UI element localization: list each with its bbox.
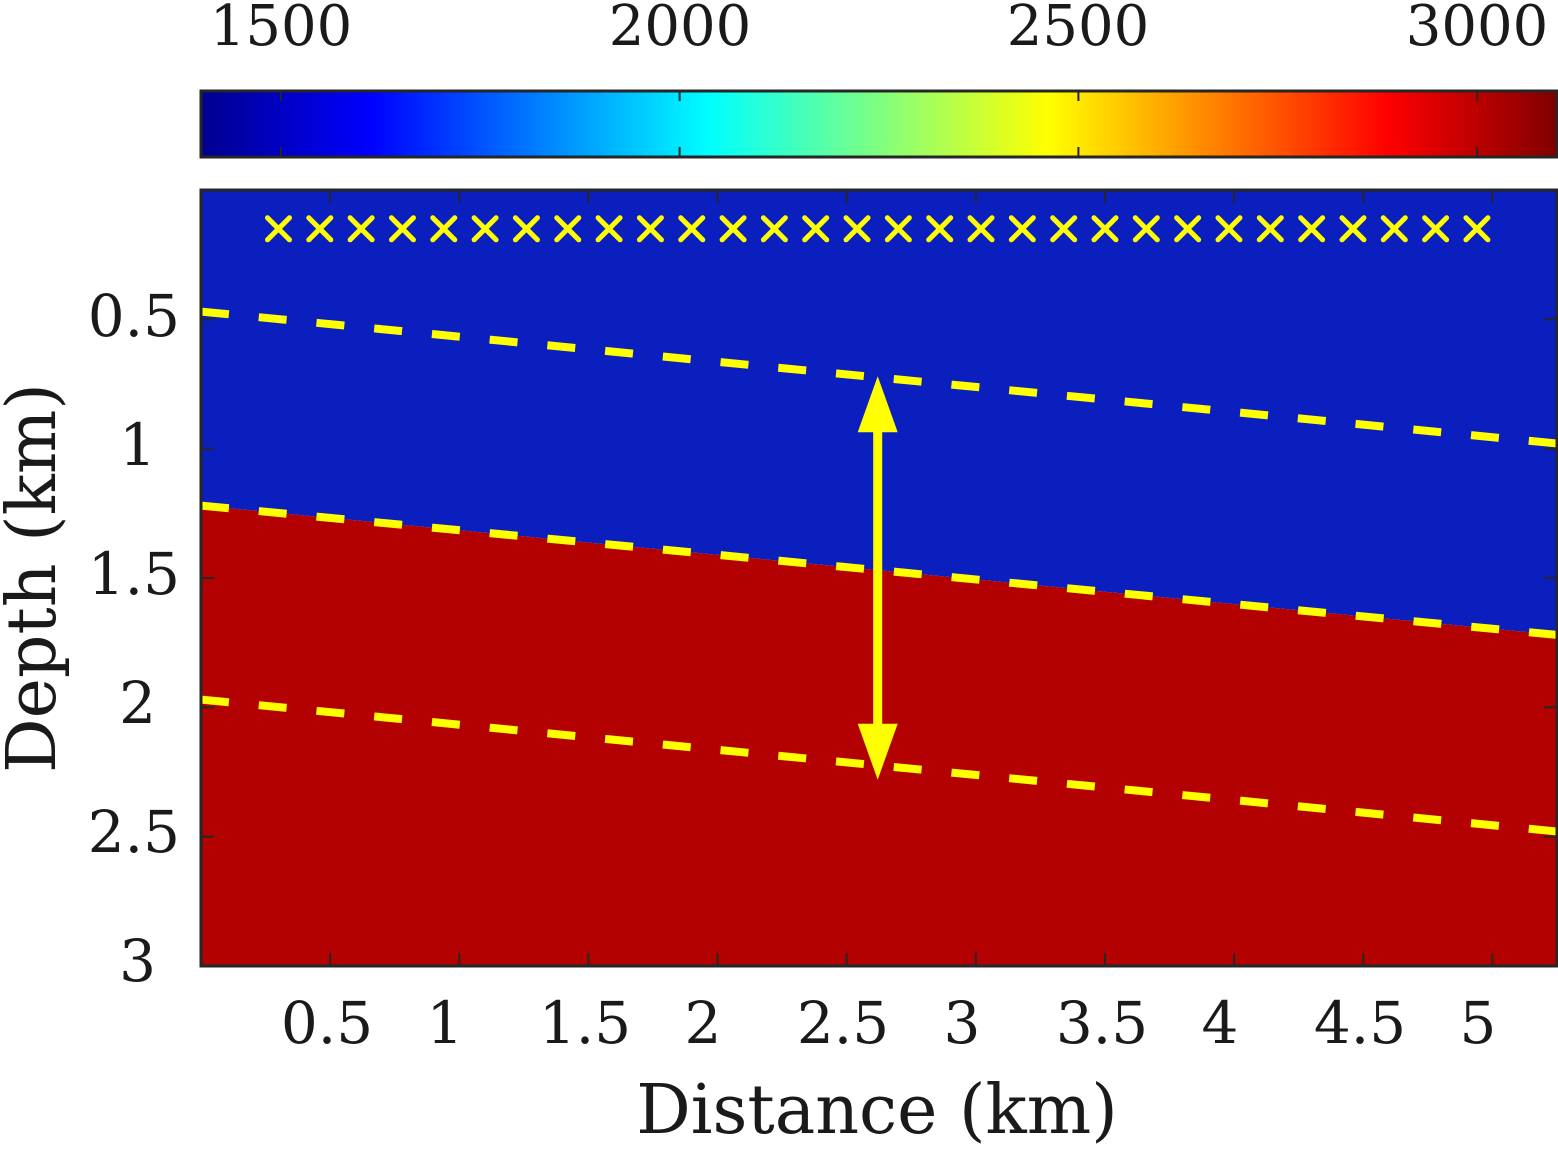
- receiver-marker: [760, 215, 788, 243]
- receiver-stroke: [595, 215, 623, 243]
- receiver-marker: [802, 215, 830, 243]
- receiver-marker: [926, 215, 954, 243]
- x-axis-title: Distance (km): [636, 1071, 1118, 1150]
- double-arrow: [857, 376, 898, 780]
- receiver-marker: [264, 215, 292, 243]
- receiver-stroke: [264, 215, 292, 243]
- receiver-marker: [554, 215, 582, 243]
- colorbar: 1500 2000 2500 3000: [199, 0, 1558, 159]
- receiver-stroke: [636, 215, 664, 243]
- y-tick-label: 1: [119, 411, 156, 479]
- receiver-marker: [512, 215, 540, 243]
- receiver-stroke: [967, 215, 995, 243]
- colorbar-tick-label: 2000: [609, 0, 752, 59]
- x-tick-label: 1.5: [539, 989, 631, 1057]
- receiver-stroke: [1256, 215, 1284, 243]
- receiver-marker: [636, 215, 664, 243]
- colorbar-tick-label: 1500: [210, 0, 353, 59]
- receiver-marker: [1339, 215, 1367, 243]
- receiver-stroke: [719, 215, 747, 243]
- receiver-stroke: [1008, 215, 1036, 243]
- receiver-marker: [1256, 215, 1284, 243]
- receiver-stroke: [1050, 215, 1078, 243]
- receiver-stroke: [554, 215, 582, 243]
- x-tick-label: 3.5: [1056, 989, 1148, 1057]
- receiver-stroke: [1298, 215, 1326, 243]
- receiver-marker: [967, 215, 995, 243]
- arrow-head-top: [857, 376, 898, 433]
- x-tick-label: 1: [427, 989, 464, 1057]
- receiver-marker: [843, 215, 871, 243]
- receiver-marker: [1008, 215, 1036, 243]
- receiver-marker: [1091, 215, 1119, 243]
- receiver-marker: [1380, 215, 1408, 243]
- y-tick-label: 3: [119, 927, 156, 995]
- y-axis-title: Depth (km): [0, 383, 72, 773]
- receiver-marker: [347, 215, 375, 243]
- receiver-marker: [1298, 215, 1326, 243]
- y-tick-labels: 0.5 1 1.5 2 2.5 3: [88, 282, 180, 995]
- x-tick-label: 3: [944, 989, 981, 1057]
- plot-area: [201, 190, 1557, 966]
- receiver-stroke: [884, 215, 912, 243]
- receiver-stroke: [1339, 215, 1367, 243]
- receiver-marker: [1132, 215, 1160, 243]
- axis-ticks: [201, 190, 1557, 967]
- receiver-stroke: [1091, 215, 1119, 243]
- receiver-marker: [678, 215, 706, 243]
- receiver-stroke: [512, 215, 540, 243]
- receiver-stroke: [306, 215, 334, 243]
- receiver-marker: [884, 215, 912, 243]
- receiver-stroke: [1380, 215, 1408, 243]
- y-tick-label: 0.5: [88, 282, 180, 350]
- y-tick-label: 2: [119, 669, 156, 737]
- x-tick-label: 4.5: [1314, 989, 1406, 1057]
- receiver-stroke: [760, 215, 788, 243]
- receiver-stroke: [926, 215, 954, 243]
- x-tick-label: 2.5: [797, 989, 889, 1057]
- receiver-stroke: [1463, 215, 1491, 243]
- colorbar-tick-label: 2500: [1007, 0, 1150, 59]
- receiver-stroke: [1174, 215, 1202, 243]
- receiver-stroke: [1215, 215, 1243, 243]
- receiver-marker: [1174, 215, 1202, 243]
- colorbar-ticks: [279, 91, 1479, 157]
- x-tick-label: 4: [1202, 989, 1239, 1057]
- colorbar-tick-label: 3000: [1406, 0, 1549, 59]
- x-tick-label: 5: [1460, 989, 1497, 1057]
- y-tick-label: 2.5: [88, 798, 180, 866]
- x-tick-labels: 0.5 1 1.5 2 2.5 3 3.5 4 4.5 5: [281, 989, 1497, 1057]
- receiver-marker: [306, 215, 334, 243]
- receiver-stroke: [843, 215, 871, 243]
- receiver-marker: [388, 215, 416, 243]
- receiver-marker: [1463, 215, 1491, 243]
- receiver-marker: [719, 215, 747, 243]
- x-tick-label: 2: [685, 989, 722, 1057]
- y-tick-label: 1.5: [88, 540, 180, 608]
- receiver-marker: [595, 215, 623, 243]
- receiver-marker: [1215, 215, 1243, 243]
- receiver-stroke: [471, 215, 499, 243]
- receiver-stroke: [347, 215, 375, 243]
- receiver-stroke: [678, 215, 706, 243]
- receiver-marker: [430, 215, 458, 243]
- receiver-stroke: [388, 215, 416, 243]
- receiver-stroke: [1132, 215, 1160, 243]
- receiver-marker: [471, 215, 499, 243]
- receiver-stroke: [430, 215, 458, 243]
- receiver-marker: [1050, 215, 1078, 243]
- receivers: [264, 215, 1491, 243]
- x-tick-label: 0.5: [281, 989, 373, 1057]
- receiver-stroke: [1422, 215, 1450, 243]
- colorbar-gradient: [199, 89, 1558, 159]
- receiver-marker: [1422, 215, 1450, 243]
- receiver-stroke: [802, 215, 830, 243]
- arrow-head-bottom: [857, 723, 898, 780]
